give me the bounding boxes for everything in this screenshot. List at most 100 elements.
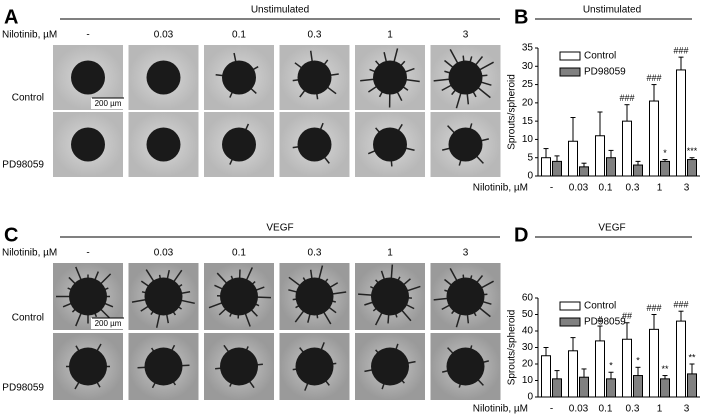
x-tick-label: 3 [684,404,690,415]
bar [568,350,578,398]
significance-label: ### [646,73,661,83]
bar [568,140,578,177]
spheroid [222,127,256,162]
x-tick-label: 3 [684,183,690,194]
x-tick-label: - [550,404,553,415]
y-tick-label: 5 [527,152,533,163]
legend-swatch [559,301,581,311]
spheroid [144,277,183,316]
spheroid [220,347,258,386]
y-tick-label: 0 [527,392,533,403]
dose-tick: 0.3 [308,30,322,41]
dose-tick: 3 [463,30,469,41]
panel-letter: C [4,224,18,246]
chart-title: VEGF [598,223,625,234]
bar [606,157,616,177]
significance-label: * [609,361,613,371]
spheroid [69,347,107,386]
spheroid [146,60,181,95]
spheroid [71,60,105,95]
spheroid [373,127,407,162]
dose-tick: - [86,30,89,41]
spheroid [297,127,332,162]
scale-bar-label: 200 µm [95,99,122,108]
dose-label: Nilotinib, µM [2,248,57,259]
y-tick-label: 10 [522,134,534,145]
y-tick-label: 10 [522,375,534,386]
bar [660,378,670,398]
x-tick-label: 0.3 [626,183,640,194]
bar [579,376,589,398]
panel-header: VEGF [266,223,293,234]
spheroid [295,277,334,316]
x-axis-label: Nilotinib, µM [473,404,528,415]
dose-tick: 1 [387,30,393,41]
significance-label: * [636,356,640,366]
row-label: Control [12,313,44,324]
spheroid [146,127,181,162]
spheroid [220,277,258,316]
x-tick-label: 0.1 [599,183,613,194]
panel-letter: A [4,6,18,28]
scale-bar-label: 200 µm [95,319,122,328]
dose-tick: - [86,248,89,259]
bar [687,159,697,177]
y-tick-label: 20 [522,359,534,370]
spheroid [446,347,485,386]
dose-tick: 3 [463,248,469,259]
bar [595,135,605,177]
bar [676,69,686,177]
x-tick-label: 0.03 [569,183,589,194]
significance-label: ### [673,46,688,56]
bar [579,166,589,177]
y-tick-label: 40 [522,326,534,337]
spheroid [373,60,407,95]
dose-tick: 0.3 [308,248,322,259]
bar [649,328,659,398]
significance-label: ** [661,364,669,374]
x-tick-label: 1 [657,183,663,194]
significance-label: ### [646,303,661,313]
row-label: PD98059 [2,383,44,394]
y-tick-label: 30 [522,342,534,353]
y-tick-label: 35 [522,43,534,54]
y-tick-label: 30 [522,61,534,72]
significance-label: *** [687,146,698,156]
spheroid [297,60,332,95]
x-tick-label: 0.03 [569,404,589,415]
row-label: PD98059 [2,160,44,171]
x-axis-label: Nilotinib, µM [473,183,528,194]
dose-tick: 1 [387,248,393,259]
significance-label: * [663,148,667,158]
dose-tick: 0.03 [154,248,174,259]
bar [622,120,632,177]
bar [687,373,697,398]
y-tick-label: 60 [522,293,534,304]
chart-title: Unstimulated [583,5,641,16]
legend-swatch [559,67,581,77]
spheroid [371,277,409,316]
bar [676,320,686,398]
x-tick-label: 0.1 [599,404,613,415]
bar [660,160,670,177]
legend-label: PD98059 [584,317,626,328]
scale-bar-bg [91,318,125,329]
dose-tick: 0.03 [154,30,174,41]
dose-label: Nilotinib, µM [2,30,57,41]
y-axis-label: Sprouts/spheroid [507,310,518,386]
bar [606,378,616,398]
scale-bar-bg [91,98,125,109]
bar [622,338,632,398]
row-label: Control [12,93,44,104]
bar [541,157,551,177]
bar [552,160,562,177]
legend-swatch [559,51,581,61]
spheroid [69,277,107,316]
spheroid [448,127,483,162]
significance-label: ### [673,300,688,310]
panel-letter: B [514,6,528,28]
spheroid [371,347,409,386]
bar [595,340,605,398]
significance-label: ## [622,311,632,321]
